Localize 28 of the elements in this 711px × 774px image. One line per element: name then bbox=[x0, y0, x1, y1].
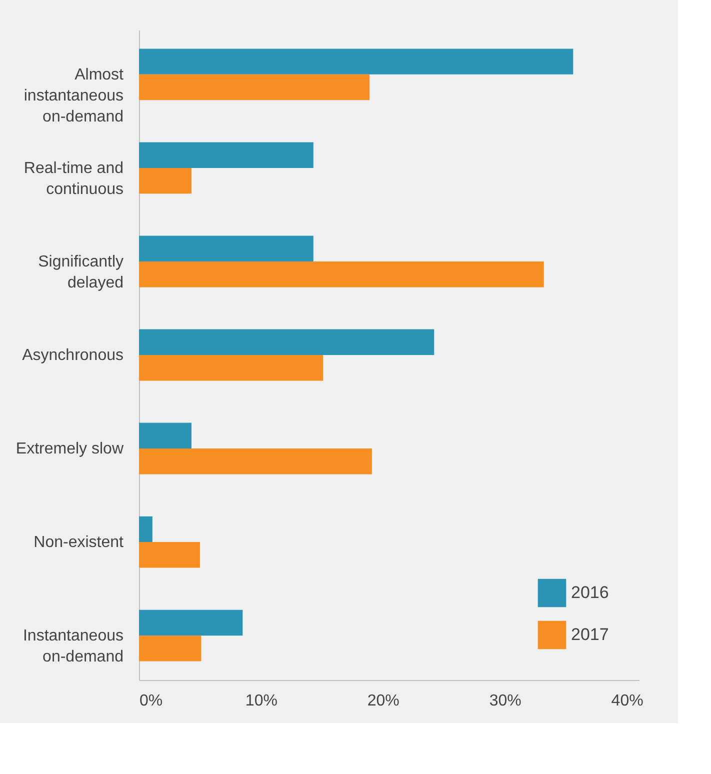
bar bbox=[139, 516, 152, 542]
legend-label: 2016 bbox=[571, 583, 609, 602]
bar bbox=[139, 329, 434, 355]
bar bbox=[139, 142, 314, 168]
legend-label: 2017 bbox=[571, 625, 609, 644]
x-tick-label: 30% bbox=[489, 692, 522, 710]
y-tick-label: Real-time and continuous bbox=[24, 160, 124, 198]
bar bbox=[139, 261, 544, 288]
x-tick-label: 0% bbox=[140, 692, 163, 710]
bar bbox=[139, 610, 243, 636]
y-tick-label: Instantaneous on-demand bbox=[22, 628, 124, 666]
bar bbox=[139, 422, 192, 449]
bar bbox=[139, 636, 202, 662]
bar bbox=[139, 74, 370, 100]
y-tick-label: Non-existent bbox=[34, 534, 124, 552]
bar bbox=[139, 542, 200, 568]
bar bbox=[139, 168, 192, 194]
bar bbox=[139, 448, 372, 474]
y-tick-label: Asynchronous bbox=[22, 347, 124, 364]
x-tick-label: 40% bbox=[611, 692, 644, 710]
x-tick-label: 20% bbox=[367, 692, 400, 710]
bar bbox=[139, 48, 574, 74]
x-tick-label: 10% bbox=[245, 692, 278, 710]
y-tick-label: Extremely slow bbox=[16, 440, 124, 458]
bar bbox=[139, 355, 324, 381]
y-tick-label: Almost instantaneous on-demand bbox=[24, 66, 124, 126]
bar bbox=[139, 236, 314, 262]
y-tick-label: Significantly delayed bbox=[38, 253, 124, 292]
